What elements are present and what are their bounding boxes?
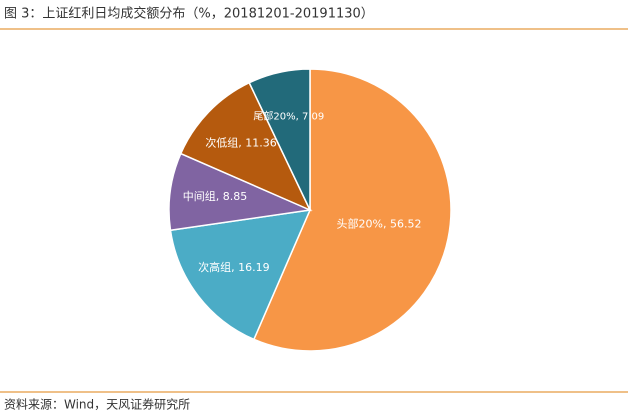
data-label: 次低组, 11.36: [205, 135, 276, 149]
data-label: 头部20%, 56.52: [337, 216, 422, 230]
data-label: 中间组, 8.85: [183, 189, 248, 203]
pie: 头部20%, 56.52 次高组, 16.19 中间组, 8.85 次低组, 11.3…: [168, 68, 452, 352]
pie-slice: [248, 68, 311, 211]
data-label: 尾部20%, 7.09: [253, 109, 324, 122]
pie-slice: [169, 209, 312, 341]
data-label: 次高组, 16.19: [198, 260, 269, 274]
chart-title: 图 3：上证红利日均成交额分布（%，20181201-20191130）: [4, 6, 374, 22]
pie-slice: [252, 68, 452, 352]
pie-slice: [179, 81, 312, 212]
source: 资料来源：Wind，天风证券研究所: [4, 397, 190, 412]
